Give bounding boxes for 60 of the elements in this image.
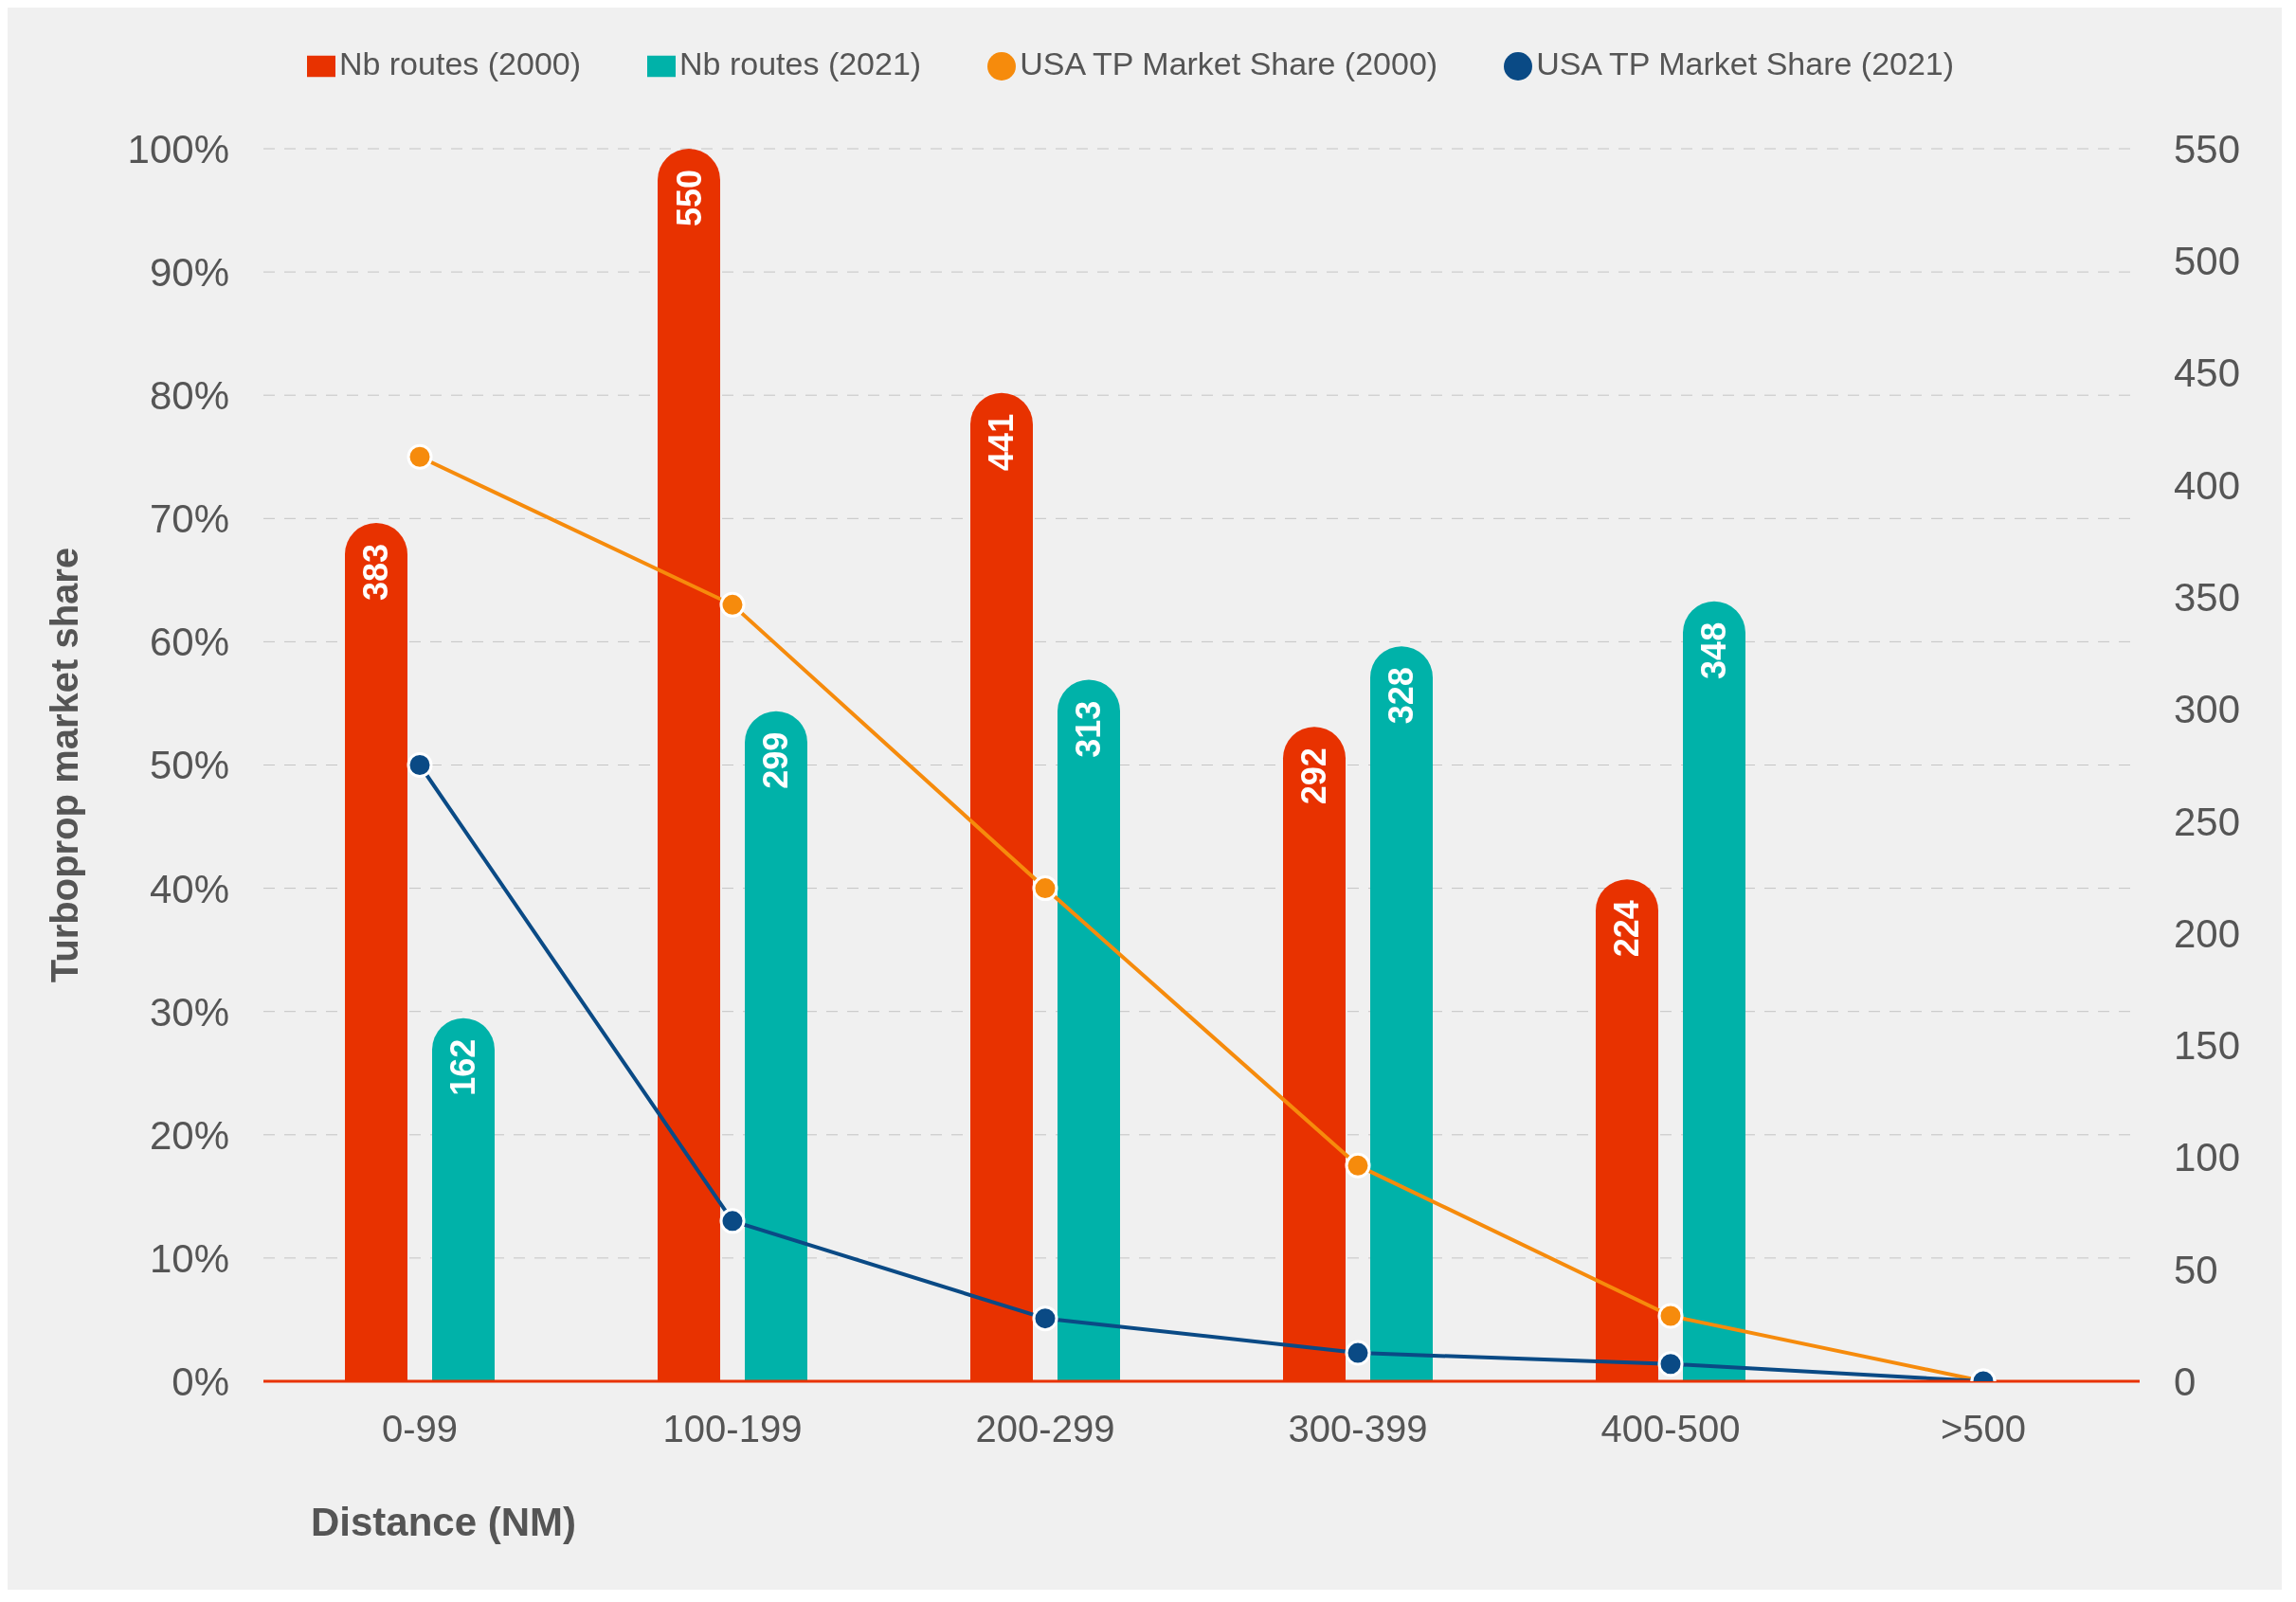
point — [719, 591, 746, 618]
y-axis-title: Turboprop market share — [44, 547, 86, 983]
bar — [432, 1017, 495, 1381]
legend-label: USA TP Market Share (2000) — [1020, 45, 1438, 81]
data-label: 224 — [1607, 900, 1647, 958]
y-tick-label: 30% — [149, 989, 229, 1035]
data-label: 550 — [669, 170, 709, 227]
y-tick-label: 90% — [149, 250, 229, 296]
x-tick-label: 100-199 — [662, 1408, 803, 1450]
data-label: 299 — [756, 731, 796, 789]
y2-tick-label: 100 — [2174, 1135, 2241, 1180]
y2-tick-label: 250 — [2174, 799, 2241, 844]
y2-tick-label: 450 — [2174, 351, 2241, 396]
point — [407, 752, 433, 778]
data-label: 313 — [1069, 700, 1109, 758]
y2-tick-label: 350 — [2174, 575, 2241, 620]
legend-label: USA TP Market Share (2021) — [1536, 45, 1955, 81]
point — [1032, 1305, 1058, 1332]
bar — [745, 711, 807, 1381]
y2-tick-label: 50 — [2174, 1247, 2218, 1292]
point — [1345, 1152, 1371, 1179]
data-label: 441 — [982, 413, 1021, 471]
y-tick-label: 50% — [149, 743, 229, 788]
x-tick-label: 300-399 — [1288, 1408, 1428, 1450]
point — [1345, 1340, 1371, 1366]
y-tick-label: 60% — [149, 620, 229, 665]
legend-label: Nb routes (2000) — [338, 45, 582, 81]
y2-tick-label: 400 — [2174, 462, 2241, 508]
data-label: 292 — [1294, 747, 1334, 805]
point — [719, 1208, 746, 1234]
y2-tick-label: 0 — [2174, 1359, 2197, 1404]
point — [1657, 1351, 1684, 1377]
x-tick-label: 200-299 — [975, 1408, 1115, 1450]
point — [1032, 875, 1058, 902]
bar — [1683, 601, 1745, 1381]
y2-tick-label: 300 — [2174, 687, 2241, 732]
x-tick-label: 0-99 — [381, 1408, 459, 1450]
data-label: 383 — [356, 544, 396, 602]
y-tick-label: 40% — [149, 866, 229, 911]
bar — [1058, 679, 1120, 1381]
y-tick-label: 70% — [149, 496, 229, 542]
x-tick-label: 400-500 — [1600, 1408, 1741, 1450]
y2-tick-label: 550 — [2174, 126, 2241, 171]
data-label: 348 — [1694, 621, 1734, 679]
legend-label: Nb routes (2021) — [679, 45, 922, 81]
x-tick-label: >500 — [1940, 1408, 2027, 1450]
y2-tick-label: 150 — [2174, 1023, 2241, 1069]
y-tick-label: 10% — [149, 1235, 229, 1281]
y-tick-label: 80% — [149, 373, 229, 419]
y-tick-label: 100% — [127, 126, 229, 171]
point — [1657, 1303, 1684, 1329]
x-axis-title: Distance (NM) — [311, 1500, 577, 1545]
bar — [1370, 646, 1433, 1381]
point — [407, 443, 433, 470]
data-label: 328 — [1382, 667, 1421, 725]
y-tick-label: 20% — [149, 1112, 229, 1158]
y-tick-label: 0% — [172, 1359, 229, 1404]
y2-tick-label: 500 — [2174, 239, 2241, 284]
y2-tick-label: 200 — [2174, 910, 2241, 956]
data-label: 162 — [443, 1038, 483, 1096]
